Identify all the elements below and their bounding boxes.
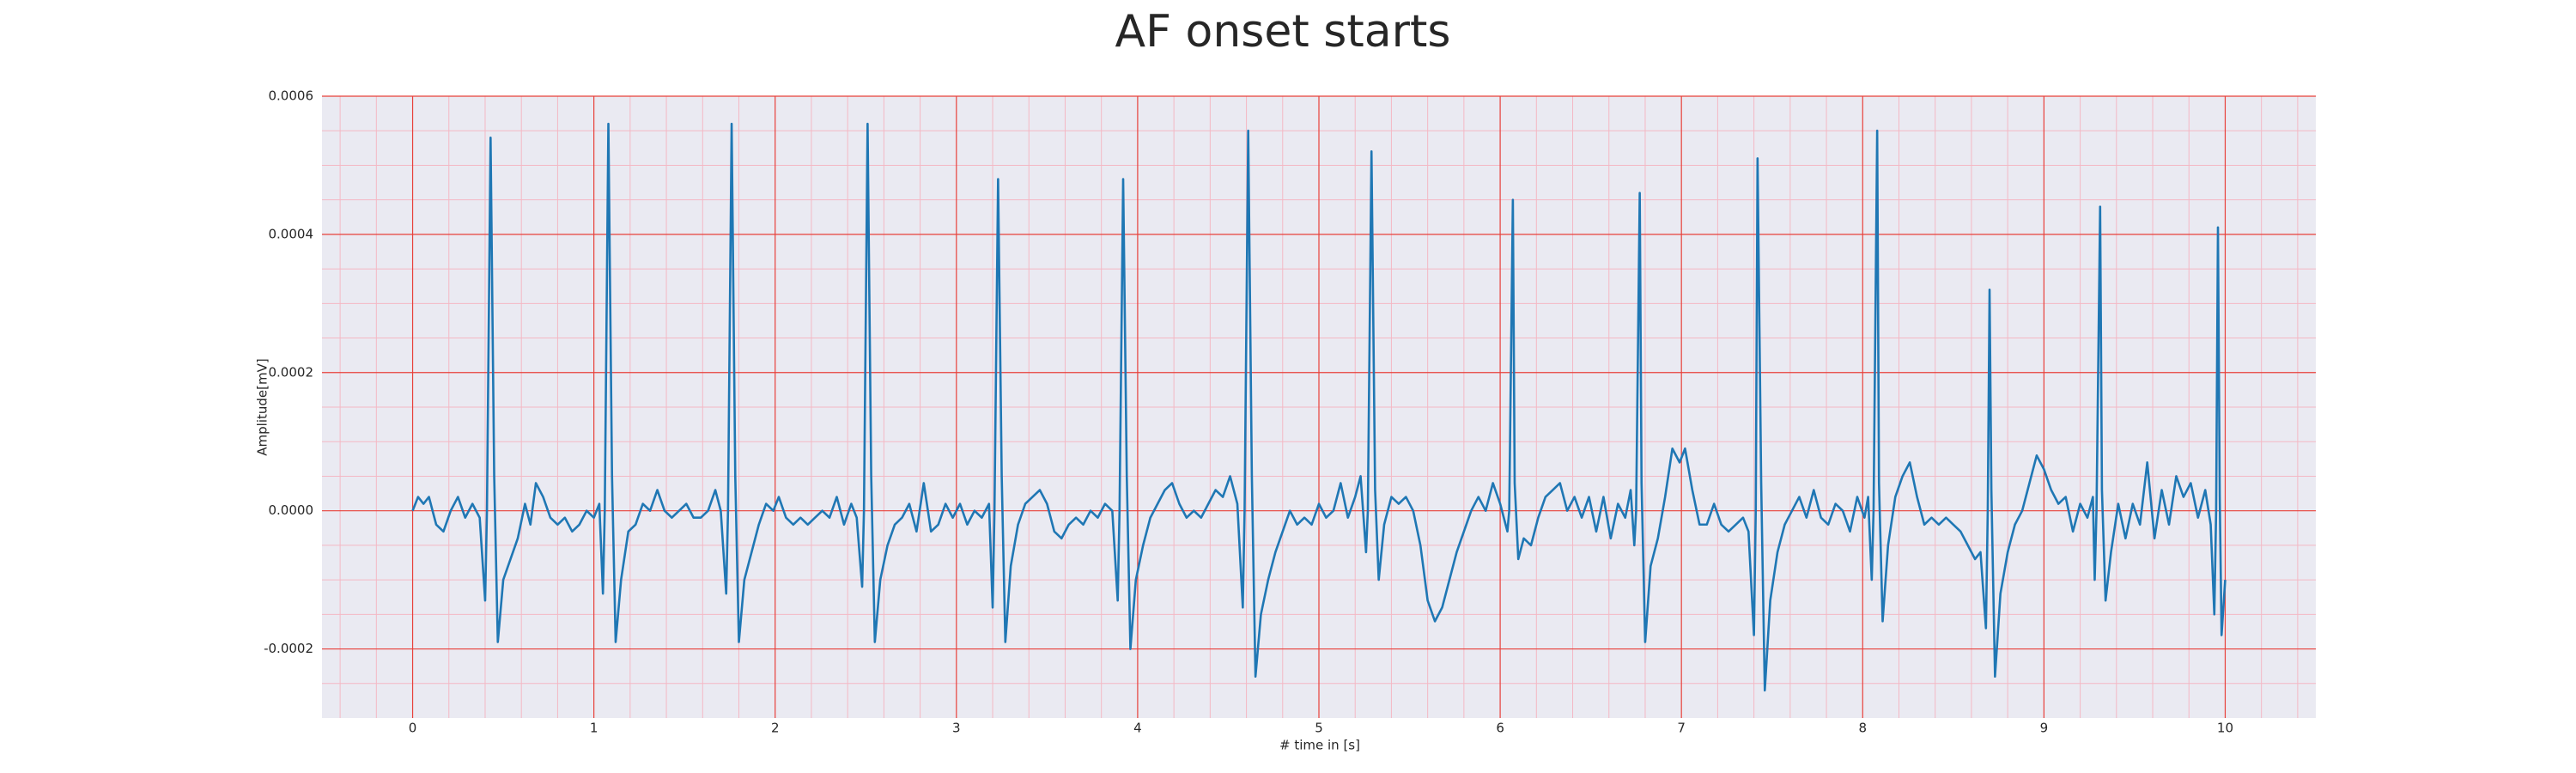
tick-labels: 0 1 2 3 4 5 6 7 8 9 10 -0.0002 0.0000 0.0002 0.0004 0.0… [264, 88, 2233, 736]
ecg-line [411, 122, 2227, 692]
x-tick-label: 3 [952, 721, 961, 736]
y-tick-label: 0.0006 [269, 88, 314, 104]
y-tick-label: -0.0002 [264, 641, 313, 656]
y-tick-label: 0.0000 [269, 502, 314, 518]
x-tick-label: 4 [1133, 721, 1142, 736]
x-tick-label: 9 [2040, 721, 2049, 736]
y-tick-label: 0.0002 [269, 364, 314, 380]
y-axis-label: Amplitude[mV] [255, 358, 270, 455]
x-tick-label: 10 [2217, 721, 2233, 736]
chart-title: AF onset starts [1115, 6, 1451, 58]
x-tick-label: 7 [1677, 721, 1686, 736]
x-tick-label: 2 [771, 721, 780, 736]
x-tick-label: 8 [1858, 721, 1867, 736]
lines [411, 122, 2227, 692]
x-tick-label: 0 [409, 721, 417, 736]
x-axis-label: # time in [s] [1279, 738, 1360, 753]
x-tick-label: 1 [590, 721, 598, 736]
y-tick-label: 0.0004 [269, 226, 314, 241]
major-grid [322, 95, 2316, 718]
x-tick-label: 5 [1315, 721, 1323, 736]
x-tick-label: 6 [1496, 721, 1504, 736]
